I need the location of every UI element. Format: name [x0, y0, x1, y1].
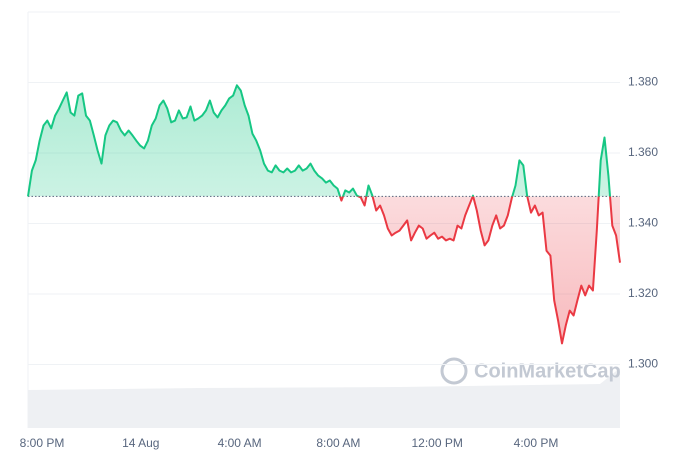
watermark: CoinMarketCap	[440, 357, 621, 385]
x-tick-label: 8:00 AM	[316, 436, 360, 450]
x-tick-label: 4:00 AM	[218, 436, 262, 450]
y-tick-label: 1.320	[628, 286, 658, 300]
x-tick-label: 8:00 PM	[20, 436, 65, 450]
x-tick-label: 14 Aug	[122, 436, 159, 450]
y-tick-label: 1.340	[628, 216, 658, 230]
y-tick-label: 1.380	[628, 75, 658, 89]
price-line	[27, 84, 621, 345]
area-up	[28, 85, 611, 197]
x-tick-label: 12:00 PM	[412, 436, 463, 450]
area-down	[28, 196, 620, 344]
y-tick-label: 1.360	[628, 145, 658, 159]
volume-area	[28, 368, 620, 428]
x-tick-label: 4:00 PM	[514, 436, 559, 450]
watermark-text: CoinMarketCap	[474, 360, 621, 382]
y-tick-label: 1.300	[628, 357, 658, 371]
